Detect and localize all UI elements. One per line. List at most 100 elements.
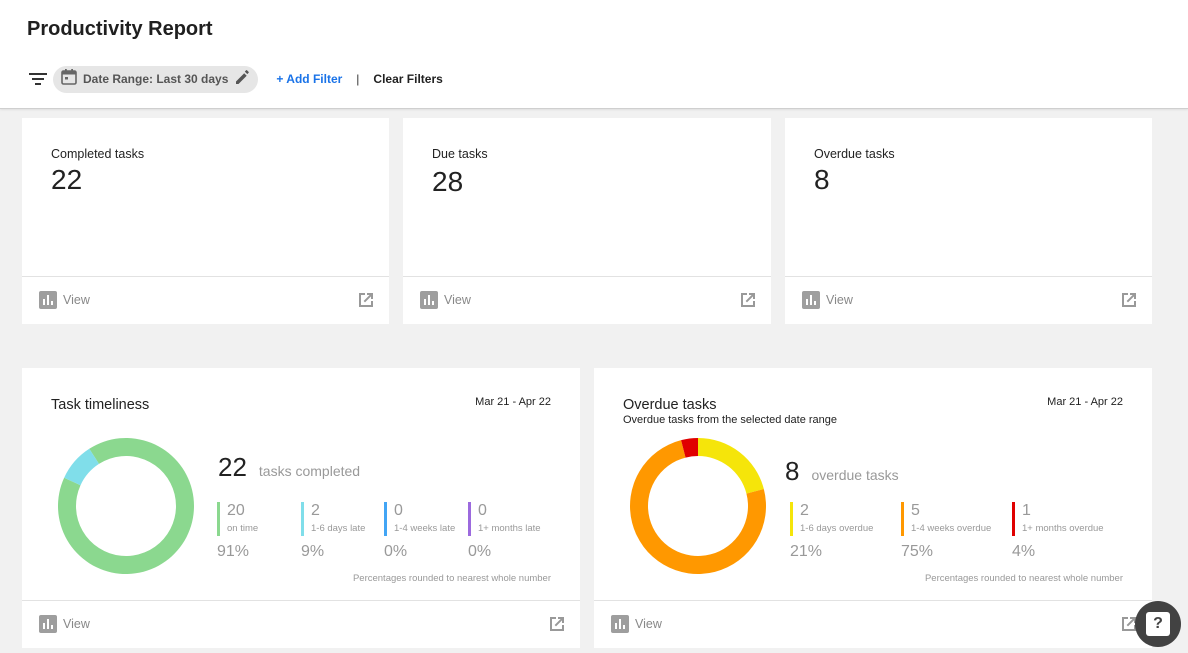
stat-count: 5 [911,502,920,519]
filter-separator: | [356,72,360,86]
stat-days-late: 2 1-6 days late [301,502,365,536]
stat-color-bar [790,502,793,536]
stat-label: 1-4 weeks late [394,523,456,534]
stat-label: on time [227,523,259,534]
stat-color-bar [217,502,220,536]
card-title: Task timeliness [51,397,150,413]
view-button[interactable]: View [39,615,90,633]
stat-color-bar [1012,502,1015,536]
view-label: View [444,293,471,307]
stat-percent: 91% [217,543,250,560]
date-range-chip[interactable]: Date Range: Last 30 days [53,65,259,93]
open-in-new-icon[interactable] [1119,614,1139,639]
stat-count: 0 [394,502,403,519]
stat-count: 20 [227,502,245,519]
overdue-tasks-card: Overdue tasks 8 View [785,118,1152,324]
rounding-note: Percentages rounded to nearest whole num… [924,573,1123,584]
card-label: Overdue tasks [814,147,895,161]
view-label: View [63,293,90,307]
task-timeliness-card: Task timeliness Mar 21 - Apr 22 22 tasks… [22,368,580,648]
stat-weeks-late: 0 1-4 weeks late [384,502,455,536]
open-in-new-icon[interactable] [356,290,376,315]
stat-color-bar [301,502,304,536]
rounding-note: Percentages rounded to nearest whole num… [352,573,551,584]
filter-icon[interactable] [27,68,49,90]
stat-percent: 4% [1012,543,1036,560]
card-footer: View [594,600,1152,648]
card-footer: View [22,600,580,648]
page-title: Productivity Report [27,18,213,40]
calendar-icon [61,68,77,90]
view-button[interactable]: View [802,291,853,309]
filter-bar: Date Range: Last 30 days + Add Filter | … [27,65,443,93]
completed-tasks-card: Completed tasks 22 View [22,118,389,324]
pencil-icon[interactable] [234,68,252,91]
stat-label: 1+ months overdue [1022,523,1104,534]
view-button[interactable]: View [39,291,90,309]
card-subtitle: Overdue tasks from the selected date ran… [623,414,838,426]
stat-label: 1-6 days late [311,523,366,534]
summary-label: tasks completed [258,463,361,479]
clear-filters-link[interactable]: Clear Filters [373,72,443,86]
bar-chart-icon [420,291,438,309]
open-in-new-icon[interactable] [1119,290,1139,315]
donut-slice [681,438,698,458]
stat-color-bar [468,502,471,536]
overdue-donut-chart [630,438,766,574]
donut-slice [698,438,764,494]
open-in-new-icon[interactable] [738,290,758,315]
overdue-tasks-detail-card: Overdue tasks Overdue tasks from the sel… [594,368,1152,648]
date-range-text: Mar 21 - Apr 22 [1047,396,1123,408]
bar-chart-icon [802,291,820,309]
overdue-summary: 8 overdue tasks [785,456,899,487]
stat-count: 1 [1022,502,1031,519]
card-footer: View [22,276,389,324]
timeliness-summary: 22 tasks completed [218,452,360,483]
card-value: 28 [432,166,464,197]
bar-chart-icon [39,615,57,633]
stat-color-bar [901,502,904,536]
add-filter-link[interactable]: + Add Filter [276,72,343,86]
stat-weeks-overdue: 5 1-4 weeks overdue [901,502,991,536]
stat-label: 1+ months late [478,523,541,534]
stat-label: 1-6 days overdue [800,523,874,534]
card-footer: View [403,276,771,324]
open-in-new-icon[interactable] [547,614,567,639]
view-button[interactable]: View [420,291,471,309]
view-label: View [826,293,853,307]
stat-on-time: 20 on time [217,502,258,536]
help-button[interactable]: ? [1135,601,1181,647]
date-range-text: Mar 21 - Apr 22 [475,396,551,408]
card-label: Due tasks [432,147,488,161]
report-header: Productivity Report Date Range: Last 30 … [0,0,1188,109]
stat-color-bar [384,502,387,536]
bar-chart-icon [611,615,629,633]
summary-label: overdue tasks [811,467,899,483]
stat-months-late: 0 1+ months late [468,502,541,536]
view-label: View [63,617,90,631]
summary-count: 22 [218,452,247,482]
card-title: Overdue tasks [623,397,717,413]
stat-percent: 21% [790,543,823,560]
stat-percent: 0% [384,543,408,560]
date-range-label: Date Range: Last 30 days [83,72,229,86]
summary-count: 8 [785,456,800,486]
stat-count: 2 [800,502,809,519]
stat-months-overdue: 1 1+ months overdue [1012,502,1104,536]
stat-label: 1-4 weeks overdue [911,523,992,534]
due-tasks-card: Due tasks 28 View [403,118,771,324]
help-icon: ? [1146,612,1170,636]
stat-count: 2 [311,502,320,519]
bar-chart-icon [39,291,57,309]
stat-percent: 0% [468,543,492,560]
view-label: View [635,617,662,631]
stat-percent: 75% [901,543,934,560]
card-value: 8 [814,164,830,195]
stat-percent: 9% [301,543,325,560]
donut-slice [64,448,99,486]
timeliness-donut-chart [58,438,194,574]
card-footer: View [785,276,1152,324]
card-label: Completed tasks [51,147,145,161]
view-button[interactable]: View [611,615,662,633]
stat-count: 0 [478,502,487,519]
